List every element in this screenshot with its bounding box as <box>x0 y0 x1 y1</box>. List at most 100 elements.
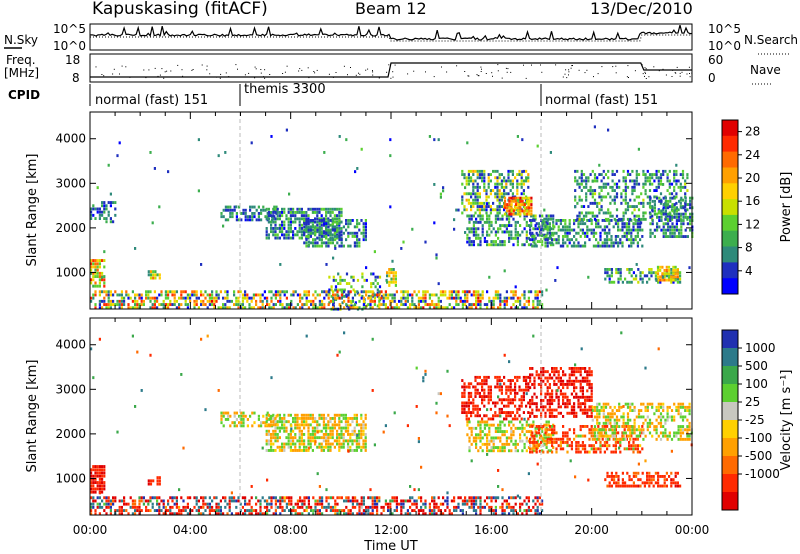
heatmap-cell <box>329 449 332 452</box>
heatmap-cell <box>608 268 611 271</box>
heatmap-cell <box>651 199 654 203</box>
heatmap-cell <box>468 230 471 234</box>
heatmap-cell <box>289 436 292 440</box>
heatmap-cell <box>211 290 214 294</box>
heatmap-cell <box>541 290 544 294</box>
heatmap-cell <box>566 386 569 390</box>
heatmap-cell <box>285 236 288 240</box>
heatmap-cell <box>486 449 489 453</box>
heatmap-cell <box>461 173 464 176</box>
heatmap-cell <box>577 222 580 226</box>
noise-left-tick-bottom: 10^0 <box>53 39 86 53</box>
heatmap-cell <box>533 244 536 248</box>
heatmap-cell <box>640 217 643 221</box>
heatmap-cell <box>349 219 352 222</box>
heatmap-cell <box>479 430 482 433</box>
nave-dot <box>112 73 114 75</box>
heatmap-cell <box>237 303 240 306</box>
heatmap-cell <box>296 303 299 306</box>
heatmap-cell <box>622 425 625 428</box>
heatmap-cell <box>511 411 514 414</box>
heatmap-cell <box>336 223 339 227</box>
heatmap-cell <box>290 293 293 297</box>
heatmap-cell <box>101 484 104 488</box>
heatmap-cell <box>303 231 306 235</box>
heatmap-cell <box>472 179 475 183</box>
heatmap-cell <box>542 408 545 412</box>
heatmap-cell <box>105 204 108 208</box>
heatmap-cell <box>568 222 571 226</box>
heatmap-cell <box>292 429 295 433</box>
heatmap-cell <box>468 214 471 218</box>
heatmap-cell <box>94 207 97 211</box>
heatmap-cell <box>437 296 440 300</box>
heatmap-cell <box>622 418 625 422</box>
heatmap-cell <box>278 429 281 433</box>
heatmap-cell <box>362 225 365 229</box>
heatmap-cell <box>281 214 284 218</box>
nave-dot <box>645 72 646 74</box>
heatmap-cell <box>503 196 507 200</box>
nave-dot <box>284 71 286 73</box>
heatmap-cell <box>568 399 571 402</box>
nave-dot <box>615 72 617 74</box>
heatmap-cell <box>510 203 513 206</box>
heatmap-cell <box>615 481 618 485</box>
heatmap-cell <box>479 433 482 437</box>
heatmap-cell <box>320 231 323 235</box>
heatmap-cell <box>241 296 244 300</box>
heatmap-cell <box>568 379 571 383</box>
nave-dot <box>505 67 507 69</box>
heatmap-cell <box>568 376 571 380</box>
heatmap-cell <box>527 411 530 414</box>
heatmap-cell <box>487 391 490 395</box>
heatmap-cell <box>195 296 198 300</box>
heatmap-cell <box>318 220 321 224</box>
heatmap-cell <box>472 426 475 430</box>
heatmap-cell <box>592 235 595 238</box>
heatmap-cell <box>215 290 218 294</box>
heatmap-cell <box>333 426 336 430</box>
heatmap-cell <box>575 244 578 248</box>
heatmap-cell <box>327 228 330 232</box>
heatmap-cell <box>420 299 423 303</box>
heatmap-cell <box>534 290 537 294</box>
heatmap-cell <box>609 405 612 409</box>
heatmap-cell <box>90 281 93 285</box>
heatmap-cell <box>555 415 558 418</box>
heatmap-cell <box>678 219 681 222</box>
heatmap-cell <box>257 414 260 418</box>
heatmap-cell <box>384 303 387 306</box>
heatmap-cell <box>503 423 506 427</box>
heatmap-cell <box>579 434 582 438</box>
heatmap-cell <box>307 228 310 232</box>
heatmap-cell <box>512 199 515 203</box>
nave-dot <box>568 69 570 71</box>
heatmap-cell <box>463 205 466 208</box>
heatmap-cell <box>509 385 512 389</box>
heatmap-cell <box>342 225 345 229</box>
heatmap-cell <box>476 404 479 408</box>
heatmap-cell <box>497 214 500 218</box>
heatmap-cell <box>362 306 365 310</box>
heatmap-cell <box>673 169 676 173</box>
heatmap-cell <box>548 411 551 415</box>
heatmap-cell <box>259 296 262 300</box>
heatmap-cell <box>312 228 315 232</box>
heatmap-cell <box>325 225 328 229</box>
nave-dot <box>615 65 617 67</box>
heatmap-cell <box>98 477 101 481</box>
heatmap-cell <box>637 280 640 284</box>
heatmap-cell <box>94 477 97 481</box>
heatmap-cell <box>600 198 603 202</box>
heatmap-cell <box>634 444 637 448</box>
heatmap-cell <box>659 437 663 441</box>
heatmap-cell <box>272 217 275 221</box>
heatmap-cell <box>160 303 163 306</box>
nave-dot <box>235 64 237 66</box>
heatmap-cell <box>622 214 625 218</box>
heatmap-cell <box>644 409 647 412</box>
heatmap-cell <box>136 293 139 297</box>
heatmap-cell <box>394 277 397 281</box>
heatmap-cell <box>338 233 341 237</box>
